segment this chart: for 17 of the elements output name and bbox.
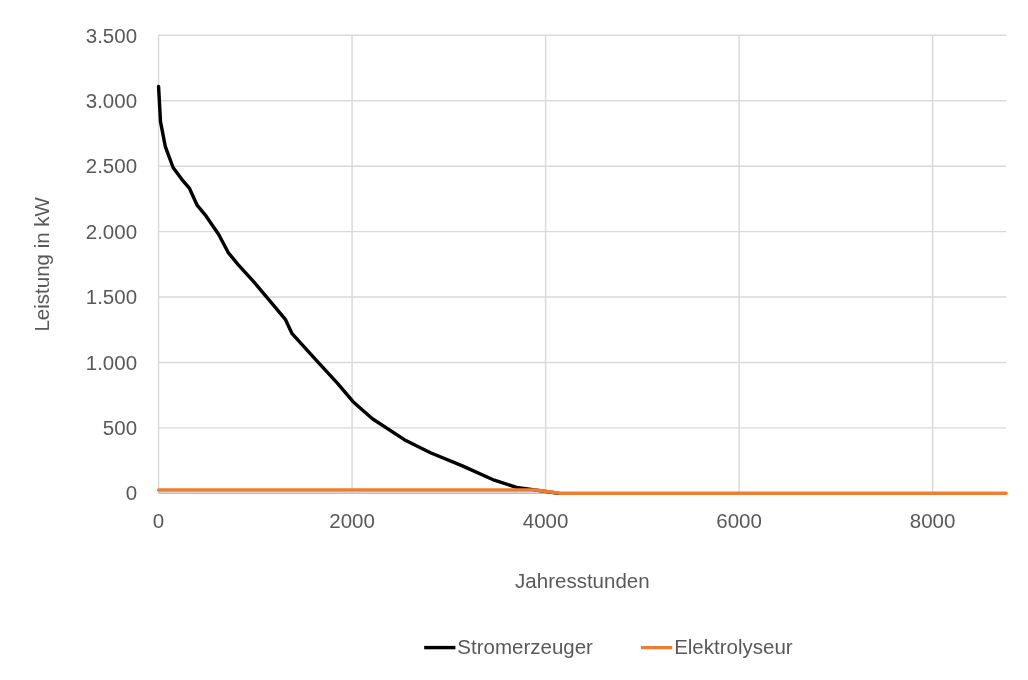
x-tick-label: 4000 (522, 509, 569, 533)
x-tick-label: 0 (152, 509, 165, 533)
y-tick-label: 3.000 (85, 88, 138, 112)
y-tick-label: 500 (102, 416, 138, 440)
x-tick-label: 2000 (329, 509, 375, 533)
x-tick-label: 8000 (909, 509, 956, 533)
y-tick-label: 2.000 (85, 219, 138, 243)
y-tick-label: 1.500 (85, 285, 138, 309)
y-tick-label: 3.500 (85, 23, 138, 47)
y-tick-label: 0 (125, 481, 138, 505)
y-tick-label: 1.000 (85, 350, 138, 374)
legend-label: Elektrolyseur (674, 635, 793, 659)
x-axis-title: Jahresstunden (515, 569, 650, 593)
y-axis-title: Leistung in kW (30, 196, 54, 332)
y-tick-label: 2.500 (85, 154, 138, 178)
x-tick-label: 6000 (716, 509, 762, 533)
legend-label: Stromerzeuger (457, 635, 594, 659)
